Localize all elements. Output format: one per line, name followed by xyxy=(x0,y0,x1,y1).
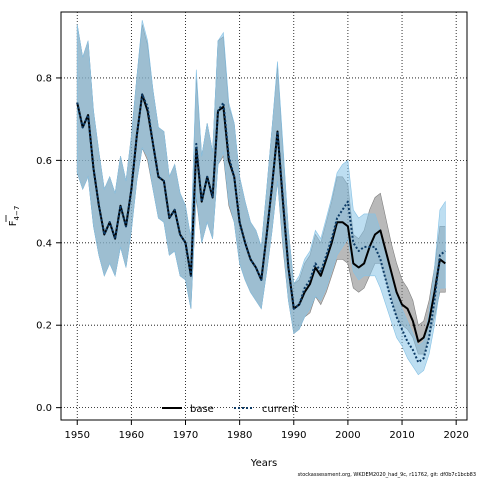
y-axis-title-subscript: 4−7 xyxy=(13,206,21,221)
legend-label-current: current xyxy=(262,404,298,415)
x-tick-label: 1970 xyxy=(173,430,198,441)
x-tick-label: 2020 xyxy=(443,430,468,441)
x-tick-label: 1950 xyxy=(65,430,90,441)
x-tick-label: 1960 xyxy=(119,430,144,441)
y-axis-title: F4−7 xyxy=(5,206,21,227)
y-tick-label: 0.6 xyxy=(36,156,52,167)
y-tick-label: 0.8 xyxy=(36,73,52,84)
y-tick-label: 0.0 xyxy=(36,403,52,414)
y-axis: 0.0 0.2 0.4 0.6 0.8 xyxy=(36,73,61,414)
footer-note: stockassessment.org, WKDEM2020_had_9c, r… xyxy=(297,472,476,478)
legend: base current xyxy=(162,404,298,415)
x-tick-label: 1980 xyxy=(227,430,252,441)
confidence-bands xyxy=(76,20,446,376)
y-tick-label: 0.2 xyxy=(36,321,52,332)
line-current xyxy=(76,93,446,364)
y-axis-title-main: F4−7 xyxy=(8,206,21,227)
x-axis: 1950 1960 1970 1980 1990 2000 2010 2020 xyxy=(65,420,469,441)
y-axis-title-letter: F xyxy=(8,220,19,226)
plot-frame xyxy=(60,11,468,421)
x-tick-label: 2010 xyxy=(389,430,414,441)
y-tick-label: 0.4 xyxy=(36,238,52,249)
series-lines xyxy=(76,93,446,364)
x-tick-label: 2000 xyxy=(335,430,360,441)
x-axis-title: Years xyxy=(250,458,277,469)
x-tick-label: 1990 xyxy=(281,430,306,441)
legend-label-base: base xyxy=(190,404,214,415)
band-current xyxy=(76,20,446,376)
